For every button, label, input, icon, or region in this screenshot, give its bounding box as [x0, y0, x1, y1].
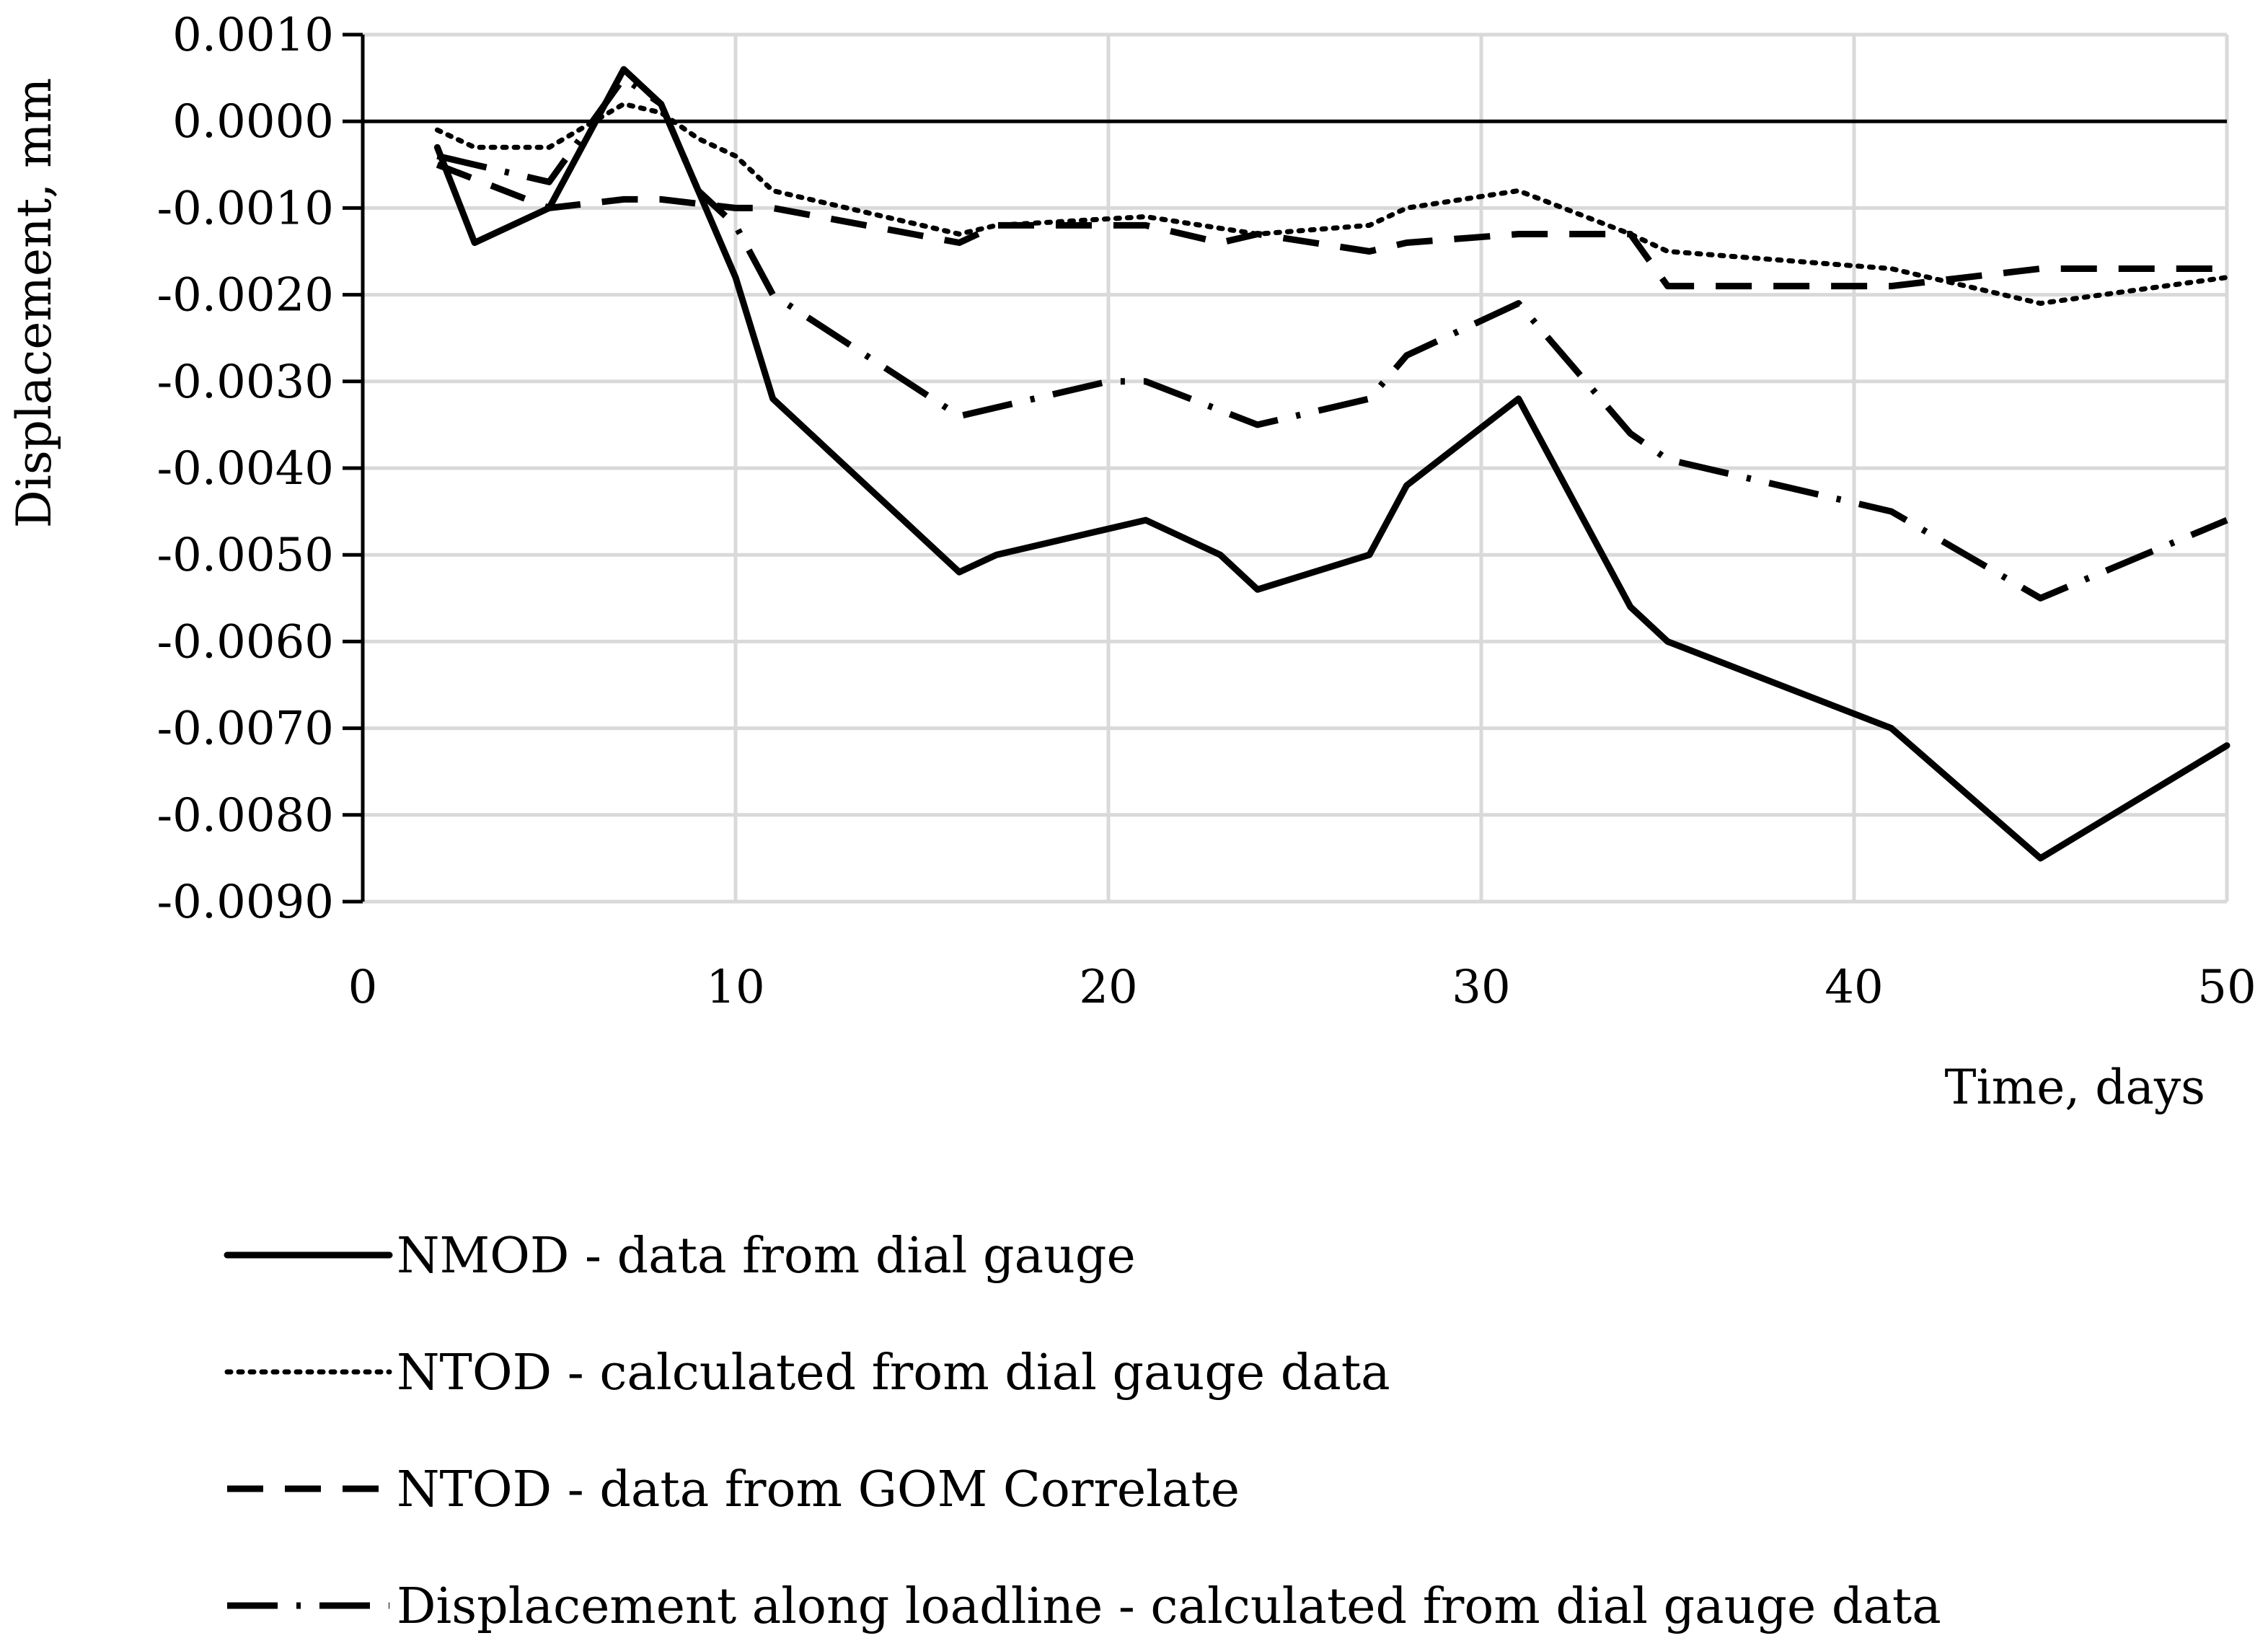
y-tick-label: -0.0060	[156, 615, 334, 669]
y-tick-label: 0.0010	[172, 9, 334, 62]
x-axis-title: Time, days	[1945, 1060, 2206, 1115]
y-tick-label: 0.0000	[172, 95, 334, 149]
x-tick-label: 20	[1079, 961, 1137, 1014]
legend-label-4: Displacement along loadline - calculated…	[397, 1578, 1941, 1635]
y-tick-label: -0.0070	[156, 703, 334, 756]
x-tick-label: 40	[1824, 961, 1883, 1014]
y-tick-label: -0.0090	[156, 876, 334, 929]
series-line-2	[434, 101, 2230, 307]
y-tick-label: -0.0050	[156, 529, 334, 582]
x-tick-label: 30	[1452, 961, 1510, 1014]
series-line-4	[436, 74, 2228, 602]
series-lines	[433, 66, 2231, 862]
y-axis-title: Displacement, mm	[6, 78, 62, 528]
y-tick-label: -0.0030	[156, 356, 334, 409]
x-tick-label: 10	[706, 961, 764, 1014]
y-tick-label: -0.0080	[156, 789, 334, 842]
legend-label-3: NTOD - data from GOM Correlate	[397, 1461, 1240, 1518]
y-tick-label: -0.0040	[156, 442, 334, 496]
y-tick-label: -0.0020	[156, 269, 334, 322]
series-line-1	[433, 66, 2231, 862]
x-tick-label: 0	[348, 961, 378, 1014]
y-tick-label: -0.0010	[156, 182, 334, 235]
legend-label-2: NTOD - calculated from dial gauge data	[397, 1344, 1390, 1401]
axes	[343, 32, 2227, 904]
legend: NMOD - data from dial gauge NTOD - calcul…	[224, 1228, 1941, 1635]
tick-labels: 0.0010 0.0000 -0.0010 -0.0020 -0.0030 -0.0040…	[156, 9, 2256, 1014]
legend-label-1: NMOD - data from dial gauge	[397, 1228, 1136, 1285]
gridlines	[363, 32, 2229, 904]
x-tick-label: 50	[2197, 961, 2256, 1014]
series-line-3	[436, 162, 2227, 290]
